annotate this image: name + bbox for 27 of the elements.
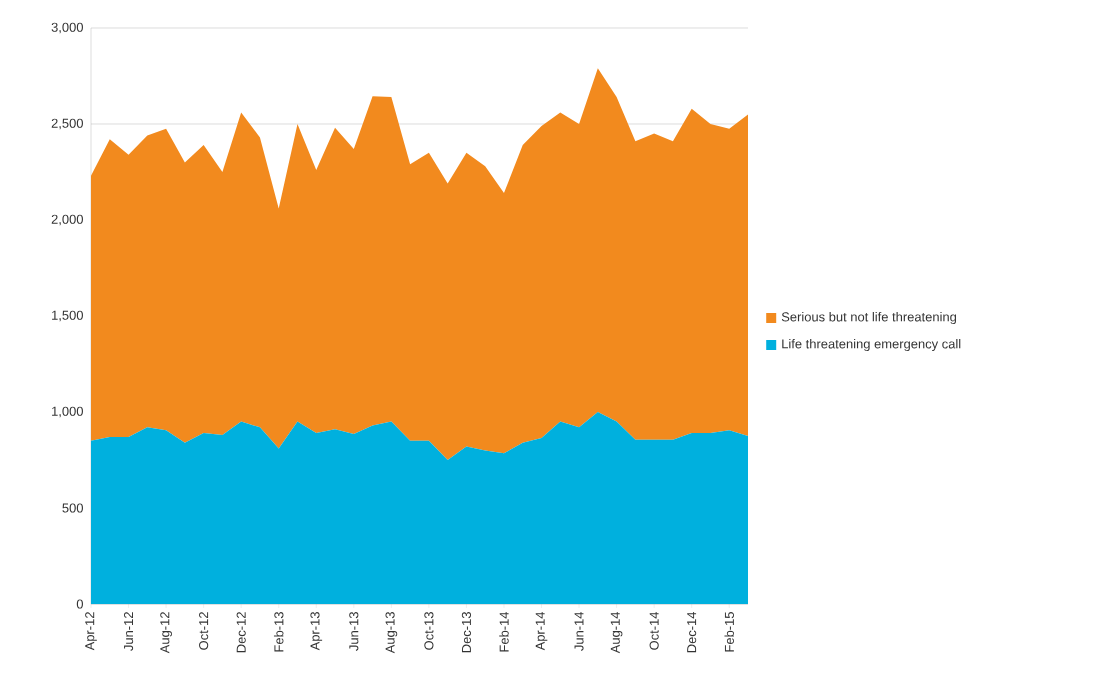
y-tick-label: 2,500: [51, 118, 83, 130]
x-tick-label: Jun-12: [123, 612, 134, 651]
x-tick-label: Apr-12: [85, 612, 97, 651]
x-tick-label: Feb-15: [724, 612, 734, 652]
x-tick-label: Apr-14: [535, 611, 548, 651]
x-tick-label: Dec-13: [461, 612, 472, 653]
x-tick-label: Oct-12: [199, 612, 209, 650]
x-tick-label: Apr-13: [310, 612, 323, 651]
x-tick-label: Jun-14: [574, 611, 584, 651]
x-tick-label: Aug-14: [610, 611, 623, 654]
x-tick-label: Dec-12: [236, 612, 246, 653]
y-tick-label: 0: [76, 599, 83, 609]
x-tick-label: Dec-14: [687, 611, 697, 653]
y-tick-label: 500: [62, 503, 83, 513]
y-tick-label: 1,000: [52, 406, 83, 418]
x-tick-label: Feb-14: [499, 611, 509, 652]
y-tick-label: 1,500: [52, 310, 83, 322]
x-tick-label: Jun-13: [349, 612, 359, 651]
legend-label: Serious but not life threatening: [781, 311, 957, 325]
x-tick-label: Aug-12: [160, 612, 172, 654]
legend-label: Life threatening emergency call: [782, 338, 961, 352]
x-tick-label: Aug-13: [385, 612, 398, 654]
x-tick-label: Oct-14: [649, 611, 659, 650]
y-tick-label: 2,000: [51, 214, 83, 226]
y-tick-label: 3,000: [51, 22, 83, 34]
x-tick-label: Oct-13: [424, 612, 434, 650]
x-tick-label: Feb-13: [273, 612, 284, 652]
